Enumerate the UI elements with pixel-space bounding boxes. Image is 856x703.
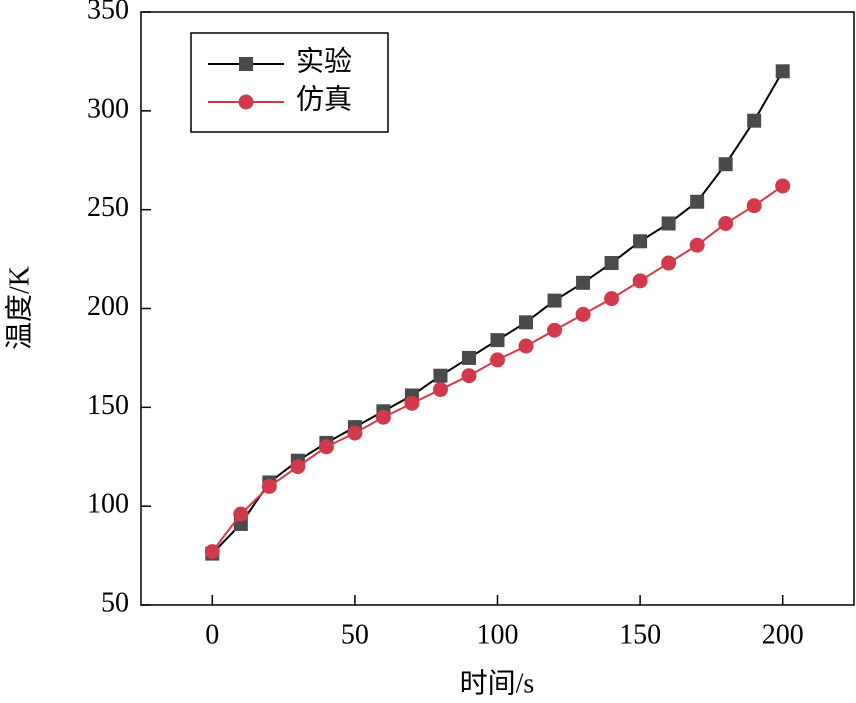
marker (461, 350, 476, 365)
y-tick-label: 350 (87, 0, 129, 25)
x-tick-label: 0 (205, 619, 219, 650)
marker (775, 64, 790, 79)
marker (747, 113, 762, 128)
marker (433, 368, 448, 383)
marker (604, 256, 619, 271)
legend-box (190, 32, 389, 133)
y-tick-label: 200 (87, 291, 129, 322)
marker (404, 395, 420, 411)
legend-marker (239, 57, 253, 71)
marker (233, 506, 249, 522)
marker (633, 234, 648, 249)
marker (461, 368, 477, 384)
marker (689, 237, 705, 253)
y-tick-label: 300 (87, 93, 129, 124)
y-tick-label: 50 (101, 587, 129, 618)
marker (547, 322, 563, 338)
marker (519, 315, 534, 330)
y-axis-label: 温度/K (3, 266, 35, 350)
marker (518, 338, 534, 354)
marker (575, 306, 591, 322)
x-tick-label: 50 (341, 619, 369, 650)
marker (576, 275, 591, 290)
marker (204, 544, 220, 560)
y-tick-label: 250 (87, 192, 129, 223)
marker (375, 409, 391, 425)
marker (746, 198, 762, 214)
x-axis-label: 时间/s (460, 667, 535, 699)
marker (718, 157, 733, 172)
marker (775, 178, 791, 194)
marker (547, 293, 562, 308)
legend-label: 实验 (296, 45, 352, 77)
x-tick-label: 100 (477, 619, 519, 650)
marker (604, 291, 620, 307)
legend-label: 仿真 (296, 83, 352, 115)
x-tick-label: 150 (619, 619, 661, 650)
marker (290, 459, 306, 475)
marker (432, 382, 448, 398)
y-tick-label: 150 (87, 390, 129, 421)
marker (632, 273, 648, 289)
legend-marker (238, 94, 254, 110)
marker (718, 216, 734, 232)
marker (347, 425, 363, 441)
marker (490, 352, 505, 368)
x-tick-label: 200 (762, 619, 804, 650)
marker (661, 216, 676, 231)
y-tick-label: 100 (87, 489, 129, 520)
marker (318, 439, 334, 455)
series-line (211, 70, 784, 555)
marker (261, 478, 277, 494)
marker (661, 255, 677, 271)
marker (490, 333, 505, 348)
marker (690, 194, 705, 209)
